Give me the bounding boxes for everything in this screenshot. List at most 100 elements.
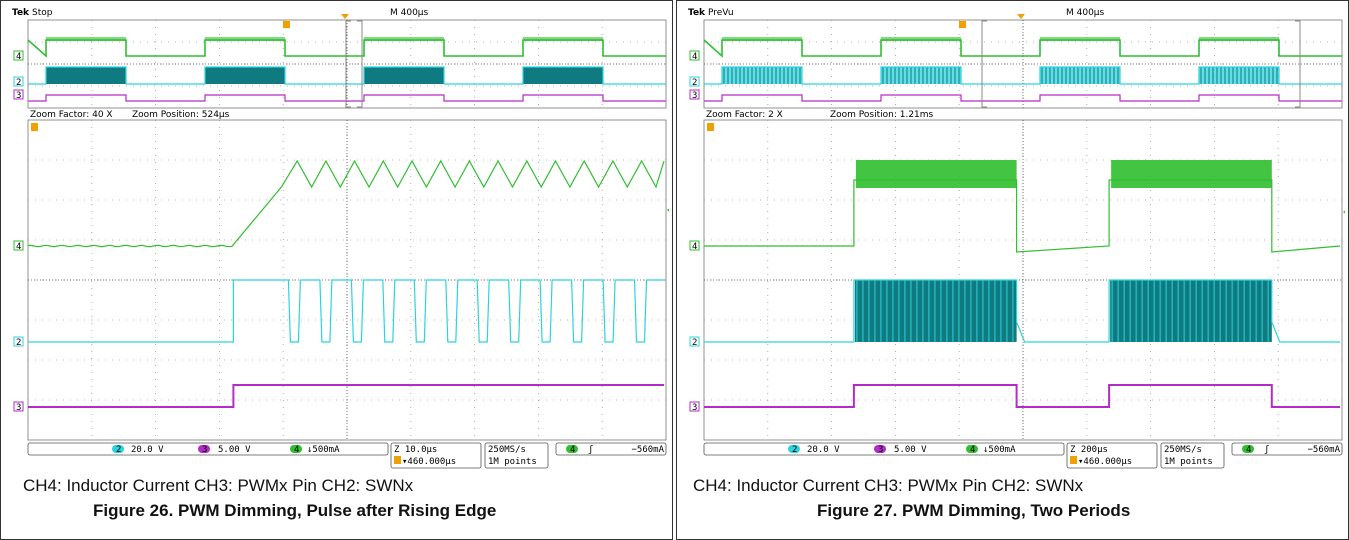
ch4-zoom-ripple-band bbox=[1111, 160, 1272, 188]
ch4-zoom-offscreen-marker bbox=[667, 208, 669, 212]
trigger-position-marker bbox=[1017, 14, 1025, 19]
ch3-badge-label: 3 bbox=[878, 445, 883, 455]
ch3-zoom-trace bbox=[28, 384, 664, 408]
channel-marker-zoom bbox=[689, 336, 700, 347]
scope-brand: Tek bbox=[688, 8, 706, 18]
ch2-overview-burst bbox=[364, 67, 444, 84]
ch3-badge-label: 3 bbox=[202, 445, 207, 455]
ch4-overview-ripple bbox=[364, 37, 444, 41]
ch4-zoom-offscreen-marker bbox=[1343, 210, 1345, 214]
trigger-source-label: 4 bbox=[1246, 445, 1251, 455]
trigger-offset: ▾460.000µs bbox=[402, 457, 456, 467]
channel-marker-label: 4 bbox=[692, 52, 697, 62]
status-zoom-box bbox=[390, 442, 482, 469]
trigger-slope-icon: ʃ bbox=[588, 445, 593, 455]
ch4-scale: ↓500mA bbox=[307, 445, 340, 455]
ch4-overview-ripple bbox=[523, 37, 603, 41]
ch3-overview-trace bbox=[704, 94, 1342, 102]
scope-brand: Tek bbox=[12, 8, 30, 18]
ch3-zoom-trace bbox=[704, 384, 1340, 408]
trigger-level: −560mA bbox=[1307, 445, 1340, 455]
ch4-badge bbox=[966, 445, 978, 453]
channel-marker-zoom bbox=[13, 240, 24, 251]
ch2-badge-label: 2 bbox=[792, 445, 797, 455]
ch2-scale: 20.0 V bbox=[807, 445, 840, 455]
channel-marker-label: 4 bbox=[16, 242, 21, 252]
ch2-zoom-trace bbox=[28, 279, 664, 343]
channel-marker-label: 3 bbox=[692, 403, 697, 413]
ch4-overview-ripple bbox=[1040, 37, 1120, 41]
status-zoom-box bbox=[1066, 442, 1158, 469]
status-acq-box bbox=[484, 442, 549, 469]
sample-rate: 250MS/s bbox=[488, 445, 526, 455]
figure-26-title: Figure 26. PWM Dimming, Pulse after Risi… bbox=[93, 501, 497, 520]
scope-status: PreVu bbox=[708, 8, 734, 18]
ch2-zoom-trace bbox=[704, 279, 1340, 343]
channel-marker-overview bbox=[13, 50, 24, 61]
zoom-trigger-marker bbox=[31, 123, 38, 131]
ch4-zoom-ripple-band bbox=[855, 160, 1017, 188]
oscilloscope-screen-fig27: Tek PreVu M 400µs 4 2 3 Zoom Factor: 2 X Zoom P… bbox=[688, 8, 1345, 469]
ch4-overview-ripple bbox=[205, 37, 285, 41]
figure-26-panel: Tek Stop M 400µs 4 2 3 Zoom Factor: 40 X Zoom P… bbox=[0, 0, 673, 540]
ch2-overview-burst bbox=[205, 67, 285, 84]
zoom-timebase: Z 10.0µs bbox=[394, 445, 437, 455]
channel-marker-overview bbox=[13, 76, 24, 87]
zoom-position-label: Zoom Position: 524µs bbox=[132, 110, 230, 120]
trigger-source-badge bbox=[566, 445, 578, 453]
ch4-overview-ripple bbox=[881, 37, 961, 41]
channel-marker-label: 2 bbox=[692, 78, 697, 88]
ch2-badge-label: 2 bbox=[116, 445, 121, 455]
ch4-badge-label: 4 bbox=[294, 445, 299, 455]
trigger-source-label: 4 bbox=[570, 445, 575, 455]
record-length: 1M points bbox=[1164, 457, 1213, 467]
overview-trigger-marker bbox=[959, 21, 966, 28]
overview-grid bbox=[28, 20, 666, 108]
ch4-zoom-trace bbox=[704, 179, 1341, 253]
channel-marker-zoom bbox=[13, 401, 24, 412]
record-length: 1M points bbox=[488, 457, 537, 467]
zoom-region-bracket bbox=[981, 20, 1301, 108]
status-trigger-box bbox=[1231, 442, 1343, 456]
ch4-badge bbox=[290, 445, 302, 453]
ch2-overview-burst bbox=[46, 67, 126, 84]
overview-grid bbox=[704, 20, 1342, 108]
trigger-source-badge bbox=[1242, 445, 1254, 453]
figure-26-caption: CH4: Inductor Current CH3: PWMx Pin CH2:… bbox=[23, 476, 414, 495]
zoom-region-bracket bbox=[345, 20, 363, 108]
ch4-overview-ripple bbox=[722, 37, 802, 41]
figure-27-panel: Tek PreVu M 400µs 4 2 3 Zoom Factor: 2 X Zoom P… bbox=[676, 0, 1349, 540]
channel-marker-zoom bbox=[689, 401, 700, 412]
figure-27-caption: CH4: Inductor Current CH3: PWMx Pin CH2:… bbox=[693, 476, 1084, 495]
channel-marker-label: 2 bbox=[16, 338, 21, 348]
scope-timebase: M 400µs bbox=[1066, 8, 1105, 18]
trigger-offset-badge bbox=[1070, 456, 1077, 464]
ch3-badge bbox=[198, 445, 210, 453]
ch4-overview-ripple bbox=[46, 37, 126, 41]
channel-marker-overview bbox=[689, 76, 700, 87]
trigger-offset: ▾460.000µs bbox=[1078, 457, 1132, 467]
channel-marker-overview bbox=[689, 50, 700, 61]
ch2-scale: 20.0 V bbox=[131, 445, 164, 455]
channel-marker-overview bbox=[689, 89, 700, 100]
zoom-timebase: Z 200µs bbox=[1070, 445, 1108, 455]
oscilloscope-screen-fig26: Tek Stop M 400µs 4 2 3 Zoom Factor: 40 X Zoom P… bbox=[12, 8, 669, 469]
channel-marker-label: 3 bbox=[16, 403, 21, 413]
trigger-position-marker bbox=[341, 14, 349, 19]
ch2-overview-burst bbox=[722, 67, 802, 84]
zoom-factor-label: Zoom Factor: 40 X bbox=[30, 110, 113, 120]
scope-timebase: M 400µs bbox=[390, 8, 429, 18]
status-trigger-box bbox=[555, 442, 667, 456]
ch4-overview-ripple bbox=[1199, 37, 1279, 41]
ch4-badge-label: 4 bbox=[970, 445, 975, 455]
ch4-zoom-trace bbox=[27, 159, 665, 248]
ch2-overview-burst bbox=[523, 67, 603, 84]
figure-27-title: Figure 27. PWM Dimming, Two Periods bbox=[817, 501, 1131, 520]
channel-marker-label: 2 bbox=[16, 78, 21, 88]
ch2-overview-burst bbox=[881, 67, 961, 84]
ch4-scale: ↓500mA bbox=[983, 445, 1016, 455]
ch3-overview-trace bbox=[28, 94, 666, 102]
status-acq-box bbox=[1160, 442, 1225, 469]
channel-marker-label: 3 bbox=[692, 91, 697, 101]
sample-rate: 250MS/s bbox=[1164, 445, 1202, 455]
